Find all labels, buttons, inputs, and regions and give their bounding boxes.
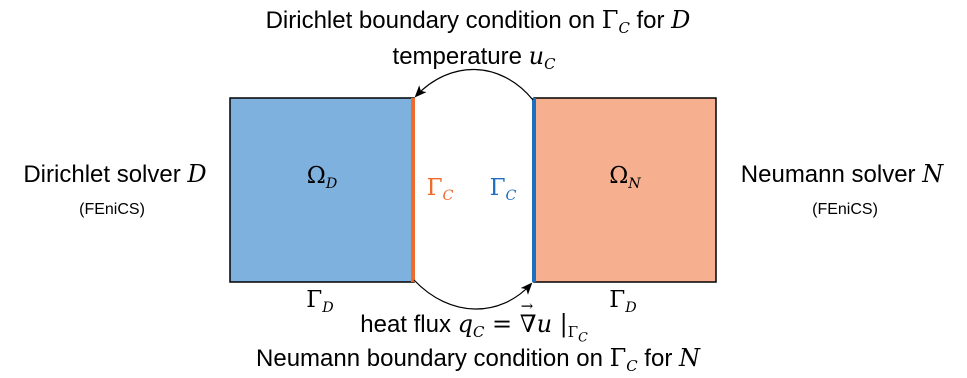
top-label-line1-gamma: Γ (601, 6, 619, 34)
gamma-d-right-sub: D (625, 299, 637, 316)
neumann-solver-subtitle: (FEniCS) (812, 201, 878, 218)
heat-flux-u: u (536, 310, 553, 338)
gamma-c-left-sub: C (442, 187, 454, 204)
bottom-label-line2: Neumann boundary condition on ΓC for N (256, 344, 700, 376)
neumann-solver-symbol: N (922, 160, 944, 188)
omega-n-symbol: Ω (609, 163, 629, 189)
top-label-line2: temperature uC (392, 42, 556, 74)
heat-flux-nabla-arrow: → (520, 297, 534, 315)
dirichlet-solver-title: Dirichlet solver D (23, 160, 206, 189)
heat-flux-nabla-symbol: ∇ (519, 310, 537, 338)
gamma-c-right-sub: C (505, 187, 517, 204)
heat-flux-restriction-bar: | (552, 310, 568, 338)
top-label-line2-var: u (528, 42, 545, 70)
neumann-domain (533, 97, 717, 283)
heat-flux-label: heat flux qC = → ∇u |ΓC (360, 297, 588, 344)
dirichlet-solver-title-prefix: Dirichlet solver (23, 161, 188, 188)
heat-flux-prefix: heat flux (360, 311, 458, 338)
gamma-c-right-symbol: Γ (489, 175, 506, 201)
gamma-c-left-symbol: Γ (426, 175, 443, 201)
heat-flux-q-sub: C (473, 323, 485, 342)
bottom-label-line2-solver: N (678, 344, 700, 372)
heat-flux-nabla: → ∇ (519, 297, 537, 338)
gamma-d-left-symbol: Γ (306, 287, 323, 313)
gamma-d-left-label: ΓD (306, 286, 334, 316)
omega-d-label: ΩD (306, 162, 338, 192)
top-label-line2-sub: C (544, 55, 556, 74)
top-label-line1-solver: D (671, 6, 691, 34)
dirichlet-solver-subtitle: (FEniCS) (79, 201, 145, 218)
bottom-label-line2-gamma: Γ (609, 344, 627, 372)
neumann-solver-title-prefix: Neumann solver (740, 161, 923, 188)
top-label-line1-mid: for (629, 7, 672, 34)
dirichlet-solver-symbol: D (187, 160, 207, 188)
top-label-line1: Dirichlet boundary condition on ΓC for D (265, 6, 691, 38)
top-label-line1-gamma-sub: C (618, 19, 630, 38)
omega-n-label: ΩN (609, 162, 641, 192)
gamma-c-right-label: ΓC (489, 174, 517, 204)
gamma-d-right-symbol: Γ (609, 287, 626, 313)
heat-flux-q: q (457, 310, 474, 338)
bottom-label-line2-mid: for (637, 345, 679, 372)
heat-flux-gamma-sub-sub: C (578, 329, 588, 345)
gamma-d-left-sub: D (322, 299, 334, 316)
heat-flux-gamma-sub: ΓC (567, 323, 588, 344)
top-label-line2-prefix: temperature (392, 43, 529, 70)
neumann-solver-title: Neumann solver N (741, 160, 943, 189)
omega-d-sub: D (325, 175, 338, 192)
bottom-label-line2-gamma-sub: C (626, 357, 638, 376)
omega-n-sub: N (628, 175, 641, 192)
gamma-c-left-label: ΓC (426, 174, 454, 204)
heat-flux-equals: = (484, 310, 520, 338)
temperature-transfer-arrow (414, 68, 534, 101)
heat-flux-transfer-arrow (413, 279, 533, 310)
dirichlet-domain (229, 97, 415, 283)
omega-d-symbol: Ω (306, 163, 326, 189)
bottom-label-line2-prefix: Neumann boundary condition on (256, 345, 610, 372)
heat-flux-gamma: Γ (567, 323, 579, 342)
top-label-line1-prefix: Dirichlet boundary condition on (265, 7, 602, 34)
gamma-d-right-label: ΓD (609, 286, 637, 316)
